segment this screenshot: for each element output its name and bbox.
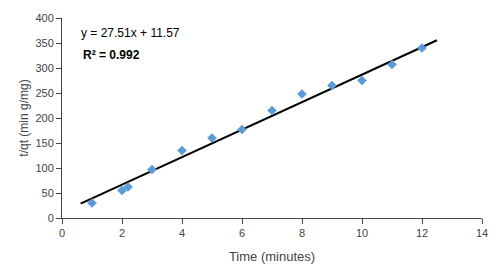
svg-text:Time (minutes): Time (minutes) <box>229 249 315 264</box>
svg-text:50: 50 <box>42 187 54 199</box>
svg-text:250: 250 <box>35 87 53 99</box>
svg-text:12: 12 <box>416 227 428 239</box>
svg-text:2: 2 <box>119 227 125 239</box>
svg-text:0: 0 <box>59 227 65 239</box>
svg-text:8: 8 <box>299 227 305 239</box>
svg-text:350: 350 <box>35 37 53 49</box>
svg-text:400: 400 <box>35 12 53 24</box>
svg-text:300: 300 <box>35 62 53 74</box>
svg-text:y = 27.51x + 11.57: y = 27.51x + 11.57 <box>81 26 180 40</box>
svg-text:4: 4 <box>179 227 185 239</box>
svg-text:t/qt (min g/mg): t/qt (min g/mg) <box>17 79 31 156</box>
svg-text:10: 10 <box>356 227 368 239</box>
svg-text:0: 0 <box>48 212 54 224</box>
svg-text:200: 200 <box>35 112 53 124</box>
svg-text:6: 6 <box>239 227 245 239</box>
svg-text:R² = 0.992: R² = 0.992 <box>83 48 140 62</box>
svg-text:100: 100 <box>35 162 53 174</box>
svg-text:150: 150 <box>35 137 53 149</box>
svg-text:14: 14 <box>476 227 488 239</box>
